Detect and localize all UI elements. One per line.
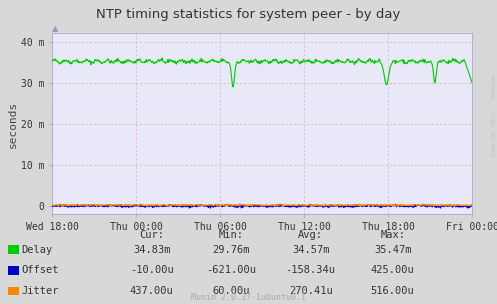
Text: 35.47m: 35.47m	[374, 245, 412, 254]
Text: -621.00u: -621.00u	[206, 265, 256, 275]
Text: Cur:: Cur:	[139, 230, 164, 240]
Text: Min:: Min:	[219, 230, 244, 240]
Text: -10.00u: -10.00u	[130, 265, 173, 275]
Text: -158.34u: -158.34u	[286, 265, 335, 275]
Text: 34.57m: 34.57m	[292, 245, 330, 254]
Text: Jitter: Jitter	[21, 286, 59, 296]
Text: 425.00u: 425.00u	[371, 265, 414, 275]
Text: 60.00u: 60.00u	[212, 286, 250, 296]
Text: 29.76m: 29.76m	[212, 245, 250, 254]
Y-axis label: seconds: seconds	[8, 100, 18, 147]
Text: ▲: ▲	[52, 24, 59, 33]
Text: RRDTOOL / TOBI OETIKER: RRDTOOL / TOBI OETIKER	[490, 74, 495, 157]
Text: 437.00u: 437.00u	[130, 286, 173, 296]
Text: Delay: Delay	[21, 245, 53, 254]
Text: 34.83m: 34.83m	[133, 245, 170, 254]
Text: 270.41u: 270.41u	[289, 286, 332, 296]
Text: Avg:: Avg:	[298, 230, 323, 240]
Text: 516.00u: 516.00u	[371, 286, 414, 296]
Text: Munin 2.0.37-1ubuntu0.1: Munin 2.0.37-1ubuntu0.1	[191, 293, 306, 302]
Text: NTP timing statistics for system peer - by day: NTP timing statistics for system peer - …	[96, 8, 401, 21]
Text: Offset: Offset	[21, 265, 59, 275]
Text: Max:: Max:	[380, 230, 405, 240]
